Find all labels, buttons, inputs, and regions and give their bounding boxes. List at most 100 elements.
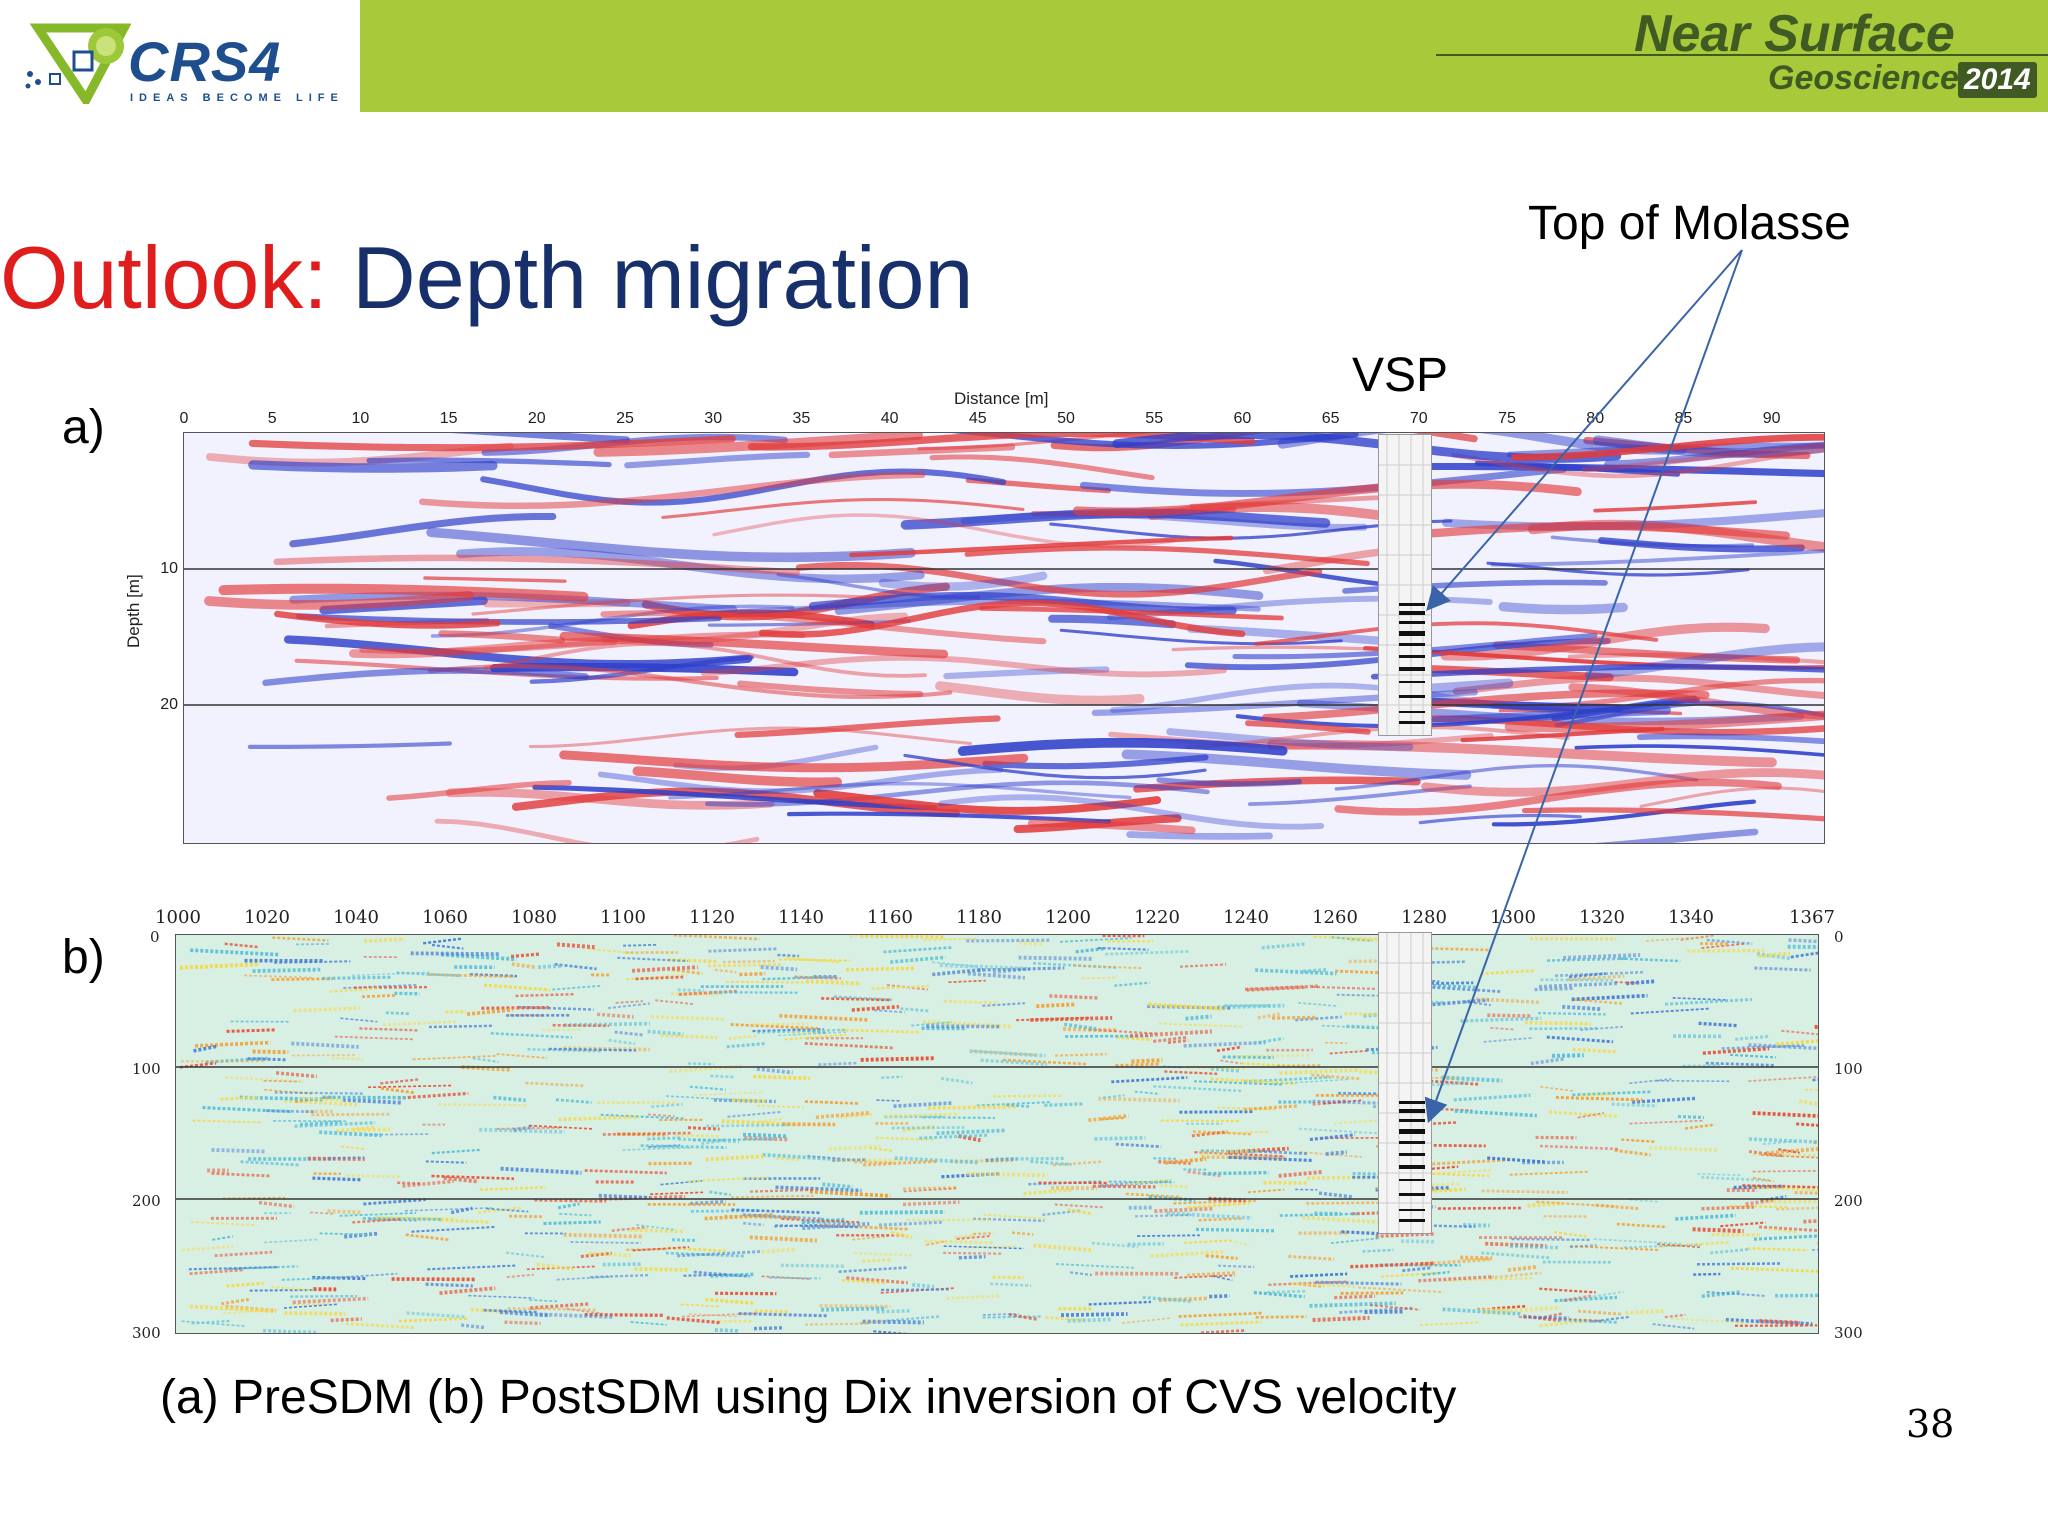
seismic-trace	[1187, 1201, 1250, 1209]
seismic-trace	[1018, 955, 1094, 961]
seismic-trace	[274, 960, 351, 964]
seismic-trace	[1290, 1272, 1348, 1278]
seismic-reflector	[878, 571, 1048, 591]
seismic-trace	[1748, 1076, 1818, 1082]
seismic-trace	[966, 938, 1051, 943]
panel-b-x-tick: 1120	[689, 907, 735, 928]
seismic-trace	[1574, 998, 1623, 1005]
seismic-trace	[1509, 1244, 1559, 1250]
seismic-trace	[559, 1212, 592, 1217]
seismic-trace	[1630, 1007, 1710, 1015]
seismic-reflector	[593, 433, 923, 457]
seismic-trace	[943, 999, 999, 1005]
seismic-trace	[263, 1329, 319, 1333]
presdm-seismic-image	[184, 433, 1824, 843]
seismic-trace	[205, 1056, 268, 1064]
seismic-trace	[727, 1110, 783, 1118]
panel-a-y-tick: 10	[160, 560, 178, 577]
seismic-trace	[1444, 1277, 1533, 1282]
seismic-trace	[1023, 1187, 1074, 1196]
seismic-trace	[1100, 1179, 1171, 1188]
seismic-trace	[1621, 1138, 1655, 1143]
panel-b-x-tick: 1100	[600, 907, 646, 928]
seismic-trace	[214, 1250, 273, 1258]
seismic-trace	[648, 1144, 681, 1149]
seismic-trace	[294, 1121, 376, 1128]
seismic-trace	[821, 1306, 886, 1312]
panel-b-x-tick: 1200	[1045, 907, 1091, 928]
page-number: 38	[1906, 1402, 1955, 1446]
seismic-trace	[911, 1021, 953, 1027]
seismic-trace	[1054, 1203, 1103, 1209]
seismic-reflector	[359, 631, 806, 655]
seismic-trace	[1334, 1294, 1375, 1300]
seismic-trace	[1088, 1113, 1129, 1123]
seismic-trace	[883, 1112, 960, 1118]
seismic-trace	[731, 1194, 814, 1199]
seismic-reflector	[938, 794, 1325, 830]
seismic-trace	[742, 1213, 822, 1221]
seismic-trace	[557, 1202, 580, 1210]
seismic-trace	[1595, 1203, 1639, 1211]
seismic-trace	[211, 1148, 266, 1154]
seismic-trace	[1187, 1271, 1236, 1277]
seismic-trace	[1572, 1047, 1617, 1054]
logo-text: CRS4	[128, 30, 282, 93]
seismic-trace	[802, 1220, 853, 1225]
seismic-trace	[1018, 940, 1044, 947]
seismic-trace	[1193, 1080, 1284, 1086]
seismic-trace	[1081, 976, 1118, 980]
seismic-trace	[629, 1228, 683, 1234]
seismic-trace	[675, 1133, 719, 1138]
seismic-reflector	[1166, 728, 1414, 751]
seismic-trace	[428, 1024, 494, 1029]
vsp-strip-b	[1378, 932, 1432, 1234]
seismic-trace	[1781, 1029, 1818, 1036]
seismic-trace	[1067, 1317, 1113, 1323]
seismic-reflector	[712, 513, 1176, 548]
panel-b-x-tick: 1000	[155, 907, 201, 928]
seismic-trace	[1301, 1215, 1380, 1224]
seismic-trace	[192, 1119, 261, 1124]
seismic-trace	[878, 1220, 943, 1227]
seismic-trace	[1153, 1035, 1187, 1043]
seismic-trace	[982, 1313, 1019, 1316]
seismic-trace	[655, 999, 695, 1006]
seismic-trace	[1329, 1049, 1370, 1055]
seismic-trace	[886, 1315, 939, 1322]
seismic-trace	[632, 1246, 690, 1252]
seismic-trace	[1796, 1122, 1818, 1127]
postsdm-seismic-image	[176, 935, 1818, 1333]
seismic-trace	[412, 1054, 498, 1061]
seismic-trace	[709, 1190, 731, 1197]
seismic-trace	[1735, 1034, 1770, 1041]
seismic-trace	[1125, 1192, 1182, 1199]
seismic-trace	[450, 1206, 473, 1215]
seismic-trace	[753, 1074, 811, 1081]
seismic-trace	[822, 1182, 853, 1189]
panel-b-y-tick: 300	[1834, 1324, 1863, 1342]
seismic-trace	[351, 971, 430, 977]
seismic-trace	[776, 1156, 801, 1162]
seismic-trace	[1055, 1053, 1107, 1057]
seismic-trace	[876, 1309, 911, 1314]
seismic-trace	[1538, 1312, 1564, 1320]
seismic-trace	[1309, 1301, 1396, 1308]
seismic-trace	[226, 1028, 275, 1033]
seismic-trace	[1154, 1206, 1213, 1214]
seismic-trace	[710, 1074, 734, 1079]
seismic-trace	[1075, 946, 1106, 954]
seismic-trace	[258, 1200, 295, 1209]
seismic-trace	[537, 964, 564, 969]
seismic-trace	[548, 1047, 637, 1052]
seismic-reflector	[289, 512, 557, 548]
seismic-trace	[1299, 1151, 1362, 1158]
seismic-trace	[728, 1034, 758, 1041]
seismic-trace	[990, 1282, 1032, 1287]
seismic-trace	[380, 1087, 415, 1095]
seismic-trace	[307, 1156, 365, 1161]
seismic-trace	[566, 1308, 603, 1315]
seismic-trace	[903, 1187, 957, 1193]
seismic-trace	[1539, 1319, 1592, 1328]
seismic-trace	[775, 1185, 862, 1193]
